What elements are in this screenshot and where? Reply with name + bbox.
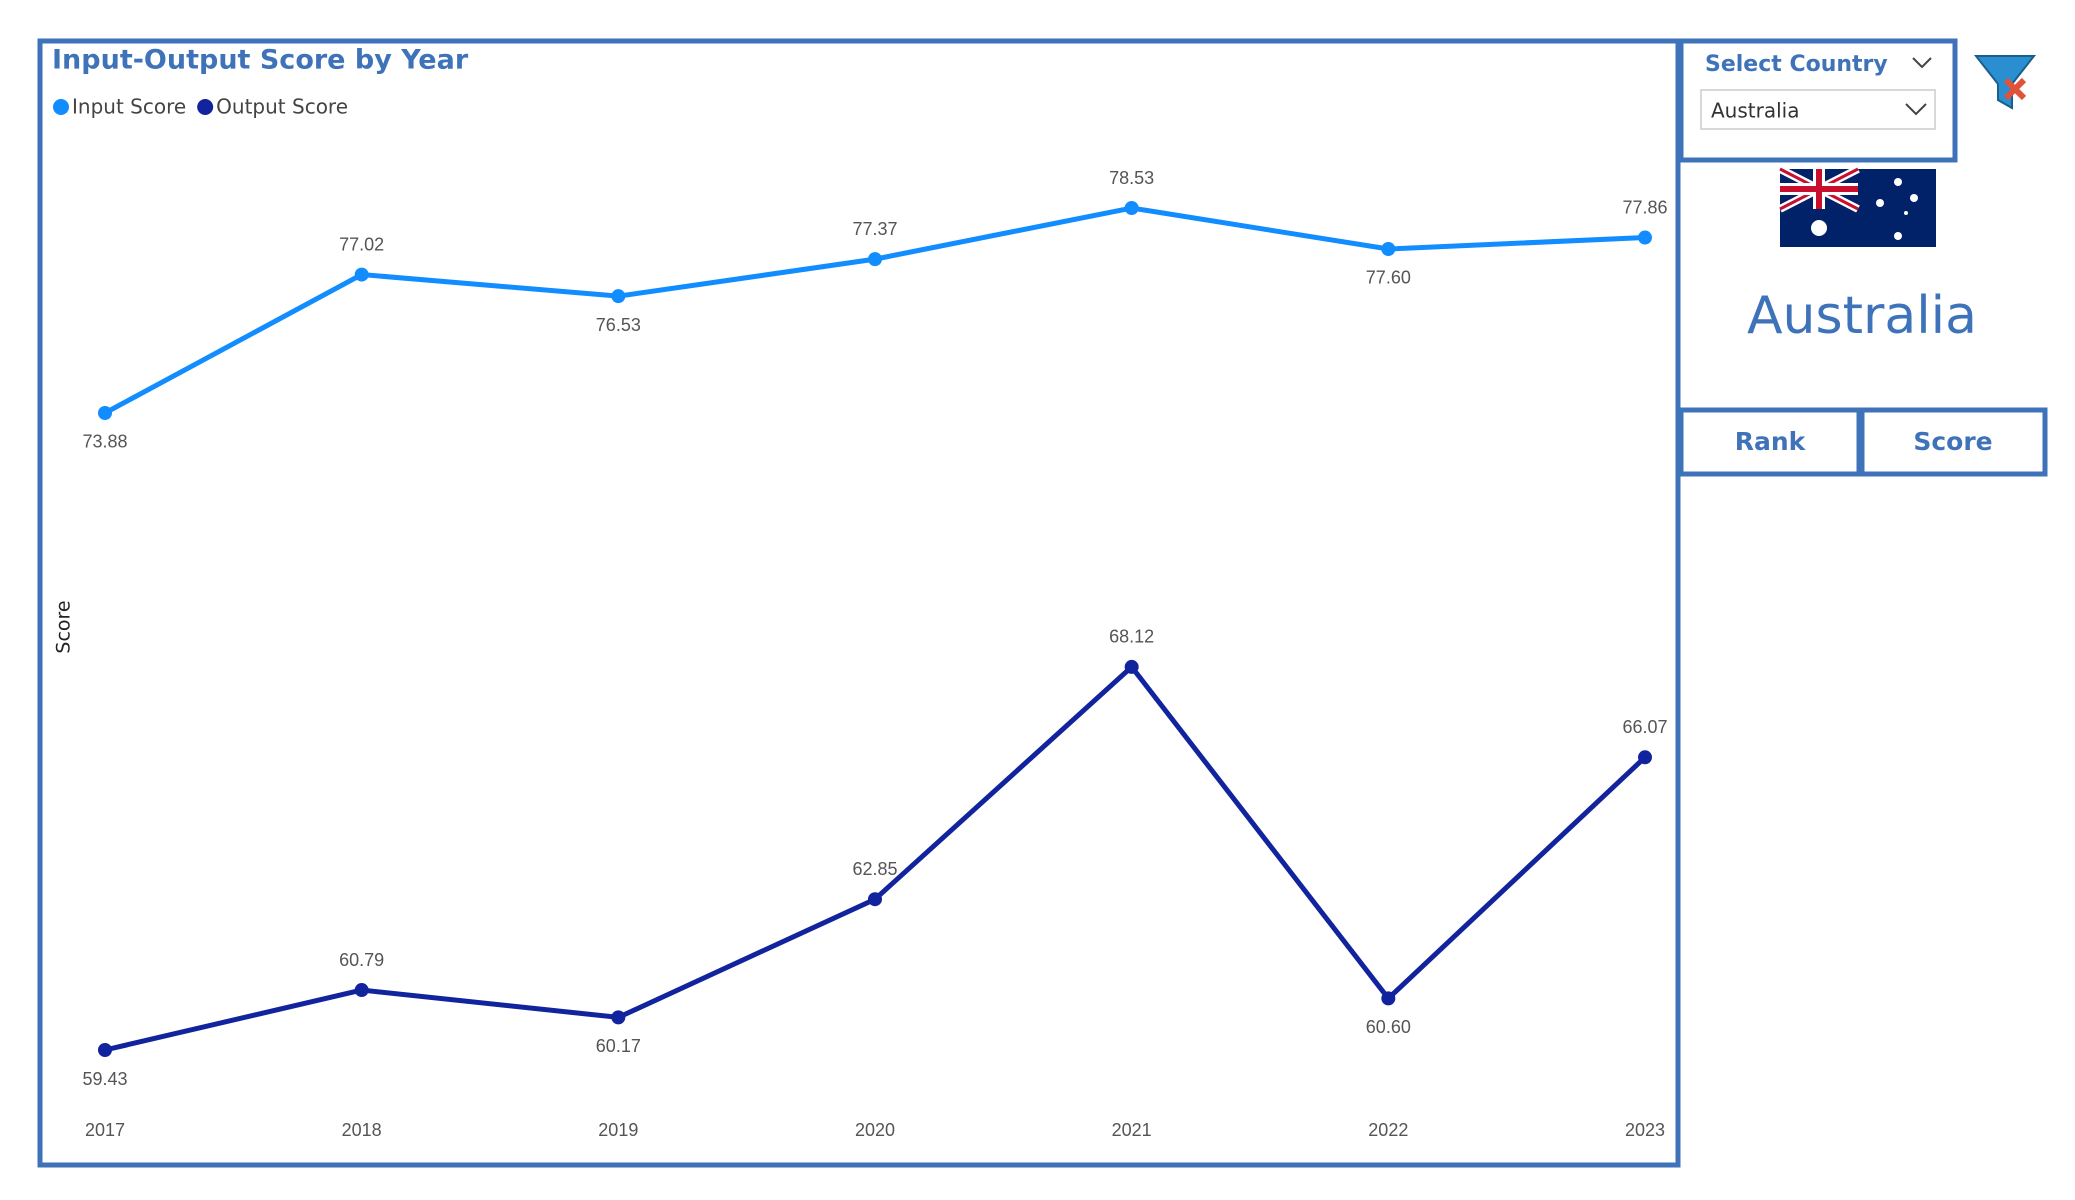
data-label: 59.43 xyxy=(82,1069,127,1089)
x-tick-label: 2018 xyxy=(342,1120,382,1140)
data-label: 78.53 xyxy=(1109,168,1154,188)
country-name: Australia xyxy=(1747,286,1977,346)
x-tick-label: 2017 xyxy=(85,1120,125,1140)
data-point xyxy=(1638,230,1652,245)
legend: Input Score Output Score xyxy=(53,95,348,119)
dropdown-value: Australia xyxy=(1711,99,1799,123)
y-axis-title: Score xyxy=(53,600,75,653)
data-point xyxy=(868,892,882,907)
score-button[interactable] xyxy=(1859,407,2048,477)
x-tick-label: 2023 xyxy=(1625,1120,1665,1140)
legend-label: Output Score xyxy=(216,95,348,119)
score-button-label: Score xyxy=(1913,427,1992,456)
data-label: 77.37 xyxy=(852,219,897,239)
data-point xyxy=(1124,201,1139,215)
clear-filter-icon[interactable] xyxy=(1973,55,2037,110)
data-point xyxy=(611,289,626,304)
chart-title: Input-Output Score by Year xyxy=(52,45,469,76)
dropdown-chevron xyxy=(1905,103,1927,116)
data-point xyxy=(354,267,369,282)
x-tick-label: 2021 xyxy=(1112,1120,1152,1140)
data-point xyxy=(868,252,882,267)
data-label: 76.53 xyxy=(596,315,641,335)
data-label: 77.60 xyxy=(1366,268,1411,288)
data-point xyxy=(1124,659,1139,674)
slicer-title: Select Country xyxy=(1705,52,1888,77)
data-point xyxy=(1381,991,1396,1006)
data-label: 60.79 xyxy=(339,950,384,970)
data-label: 60.60 xyxy=(1366,1017,1411,1037)
flag xyxy=(1778,165,1936,247)
data-point xyxy=(354,983,369,998)
data-label: 60.17 xyxy=(596,1036,641,1056)
data-point xyxy=(1381,241,1396,256)
slicer-chevron xyxy=(1912,57,1932,69)
rank-button-label: Rank xyxy=(1735,427,1807,456)
dropdown[interactable] xyxy=(1700,89,1936,130)
data-point xyxy=(1638,750,1652,765)
x-tick-label: 2020 xyxy=(855,1120,895,1140)
data-label: 77.02 xyxy=(339,234,384,254)
data-point xyxy=(98,1043,112,1057)
slicer-frame xyxy=(1678,38,1958,163)
data-point xyxy=(98,405,112,420)
x-tick-label: 2022 xyxy=(1368,1120,1408,1140)
data-label: 77.86 xyxy=(1622,197,1667,217)
data-label: 62.85 xyxy=(852,859,897,879)
legend-marker xyxy=(197,99,214,115)
chart-frame xyxy=(37,38,1681,1168)
data-label: 73.88 xyxy=(82,432,127,452)
x-tick-label: 2019 xyxy=(598,1120,638,1140)
data-point xyxy=(611,1010,626,1025)
legend-marker xyxy=(53,99,69,115)
legend-label: Input Score xyxy=(72,95,186,119)
data-label: 66.07 xyxy=(1622,717,1667,737)
rank-button[interactable] xyxy=(1678,407,1862,477)
data-label: 68.12 xyxy=(1109,627,1154,647)
